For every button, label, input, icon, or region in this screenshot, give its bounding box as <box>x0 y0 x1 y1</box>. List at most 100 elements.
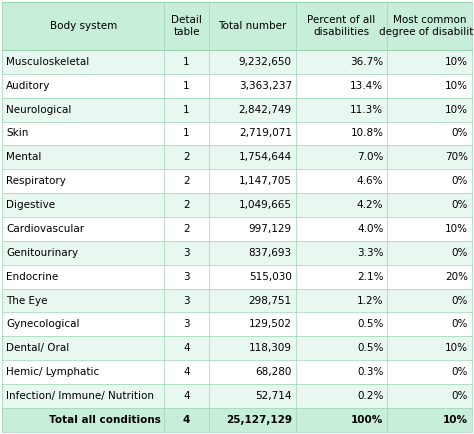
Text: 4.6%: 4.6% <box>357 176 383 186</box>
Text: 4: 4 <box>183 343 190 353</box>
Bar <box>296 312 387 336</box>
Bar <box>209 122 296 145</box>
Text: 0.5%: 0.5% <box>357 319 383 329</box>
Text: Infection/ Immune/ Nutrition: Infection/ Immune/ Nutrition <box>6 391 154 401</box>
Bar <box>296 360 387 384</box>
Bar <box>164 336 209 360</box>
Text: Dental/ Oral: Dental/ Oral <box>6 343 69 353</box>
Bar <box>296 98 387 122</box>
Text: Genitourinary: Genitourinary <box>6 248 78 258</box>
Bar <box>2 74 164 98</box>
Text: Detail
table: Detail table <box>171 15 202 37</box>
Text: 52,714: 52,714 <box>255 391 292 401</box>
Bar <box>387 241 472 265</box>
Text: 1: 1 <box>183 105 190 115</box>
Text: 10%: 10% <box>445 224 468 234</box>
Bar <box>2 289 164 312</box>
Text: 4: 4 <box>183 391 190 401</box>
Bar <box>209 169 296 193</box>
Bar <box>296 74 387 98</box>
Text: 36.7%: 36.7% <box>350 57 383 67</box>
Text: 68,280: 68,280 <box>255 367 292 377</box>
Text: Digestive: Digestive <box>6 200 55 210</box>
Text: 1: 1 <box>183 81 190 91</box>
Bar <box>209 74 296 98</box>
Bar <box>296 384 387 408</box>
Bar <box>2 241 164 265</box>
Text: 7.0%: 7.0% <box>357 152 383 162</box>
Bar <box>209 265 296 289</box>
Text: 11.3%: 11.3% <box>350 105 383 115</box>
Text: 2: 2 <box>183 176 190 186</box>
Text: Total number: Total number <box>218 21 286 31</box>
Bar <box>164 265 209 289</box>
Bar <box>2 217 164 241</box>
Bar <box>164 289 209 312</box>
Bar <box>2 2 164 50</box>
Bar <box>164 74 209 98</box>
Text: 2: 2 <box>183 224 190 234</box>
Text: 0.5%: 0.5% <box>357 343 383 353</box>
Bar <box>2 384 164 408</box>
Bar <box>2 193 164 217</box>
Bar <box>2 145 164 169</box>
Text: Endocrine: Endocrine <box>6 272 58 282</box>
Text: Total all conditions: Total all conditions <box>49 415 161 425</box>
Bar <box>164 360 209 384</box>
Text: The Eye: The Eye <box>6 296 48 306</box>
Bar <box>387 122 472 145</box>
Text: 0.2%: 0.2% <box>357 391 383 401</box>
Bar <box>164 193 209 217</box>
Bar <box>387 384 472 408</box>
Text: 100%: 100% <box>351 415 383 425</box>
Text: Musculoskeletal: Musculoskeletal <box>6 57 90 67</box>
Text: 4: 4 <box>183 367 190 377</box>
Text: 129,502: 129,502 <box>249 319 292 329</box>
Text: Respiratory: Respiratory <box>6 176 66 186</box>
Bar <box>164 2 209 50</box>
Bar <box>387 265 472 289</box>
Bar <box>2 169 164 193</box>
Text: 0%: 0% <box>451 391 468 401</box>
Bar <box>209 241 296 265</box>
Text: 10%: 10% <box>445 57 468 67</box>
Bar <box>296 193 387 217</box>
Text: Body system: Body system <box>50 21 117 31</box>
Bar <box>387 2 472 50</box>
Text: 0.3%: 0.3% <box>357 367 383 377</box>
Bar <box>2 50 164 74</box>
Bar <box>209 50 296 74</box>
Text: Mental: Mental <box>6 152 42 162</box>
Text: 10%: 10% <box>445 81 468 91</box>
Bar <box>209 360 296 384</box>
Text: 0%: 0% <box>451 176 468 186</box>
Text: 4: 4 <box>183 415 190 425</box>
Text: Skin: Skin <box>6 128 28 138</box>
Bar <box>164 384 209 408</box>
Text: 0%: 0% <box>451 296 468 306</box>
Text: 118,309: 118,309 <box>249 343 292 353</box>
Bar <box>164 217 209 241</box>
Text: 25,127,129: 25,127,129 <box>226 415 292 425</box>
Text: Cardiovascular: Cardiovascular <box>6 224 84 234</box>
Bar <box>164 98 209 122</box>
Bar <box>296 289 387 312</box>
Bar <box>2 265 164 289</box>
Bar <box>209 193 296 217</box>
Bar <box>296 265 387 289</box>
Text: 10%: 10% <box>445 343 468 353</box>
Bar <box>296 336 387 360</box>
Text: 3: 3 <box>183 296 190 306</box>
Text: 0%: 0% <box>451 200 468 210</box>
Bar <box>387 360 472 384</box>
Bar <box>164 50 209 74</box>
Bar <box>2 122 164 145</box>
Bar <box>2 312 164 336</box>
Text: 0%: 0% <box>451 319 468 329</box>
Text: 2: 2 <box>183 200 190 210</box>
Bar <box>209 384 296 408</box>
Text: 2,842,749: 2,842,749 <box>239 105 292 115</box>
Text: Most common
degree of disability: Most common degree of disability <box>379 15 474 37</box>
Bar <box>296 169 387 193</box>
Text: 10.8%: 10.8% <box>350 128 383 138</box>
